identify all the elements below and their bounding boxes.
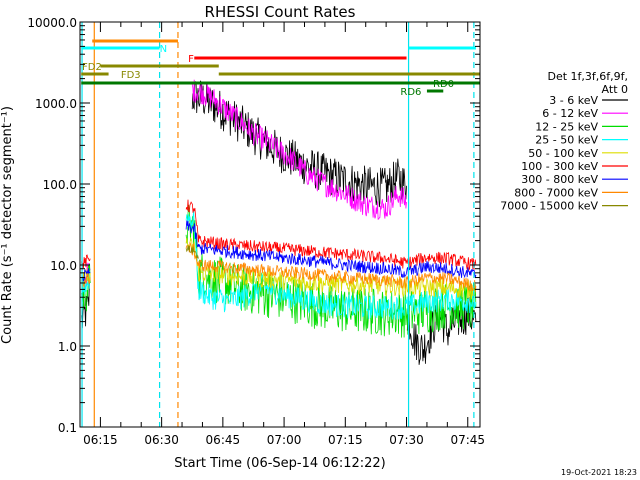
x-tick-label: 07:00 (267, 433, 302, 447)
legend-entry-label: 6 - 12 keV (542, 107, 598, 120)
flag-label: RD6 (400, 87, 421, 98)
legend-entry-label: 800 - 7000 keV (514, 186, 598, 199)
x-tick-label: 06:15 (83, 433, 118, 447)
date-stamp: 19-Oct-2021 18:23 (561, 468, 637, 477)
series-7 (81, 220, 477, 282)
flag-label: FD3 (121, 70, 141, 81)
y-tick-label: 10000.0 (27, 16, 77, 30)
series-8 (81, 241, 477, 292)
flag-label: FD2 (82, 62, 102, 73)
vertical-markers (81, 22, 475, 427)
y-tick-label: 1000.0 (35, 97, 77, 111)
y-axis-label: Count Rate (s⁻¹ detector segment⁻¹) (0, 106, 15, 344)
plot-frame (79, 21, 481, 428)
series-line (185, 209, 477, 320)
x-tick-label: 07:45 (450, 433, 485, 447)
x-tick-label: 06:45 (206, 433, 241, 447)
series-line (191, 79, 407, 220)
y-tick-label: 0.1 (58, 421, 77, 435)
legend-entry-label: 3 - 6 keV (549, 94, 598, 107)
series-9 (185, 245, 199, 259)
flag-label: N (160, 44, 167, 55)
series-line (185, 236, 477, 301)
flag-label: RD0 (433, 79, 454, 90)
x-tick-label: 06:30 (144, 433, 179, 447)
x-tick-label: 07:15 (328, 433, 363, 447)
legend-entry-label: 7000 - 15000 keV (500, 200, 598, 213)
axes: 0.1 1.0 10.0 100.0 1000.0 10000.0 06:15 06:30 06… (27, 16, 485, 447)
plot-area (81, 79, 477, 365)
y-tick-label: 10.0 (50, 259, 77, 273)
series-4 (81, 209, 477, 320)
series-line (81, 273, 91, 295)
x-axis-label: Start Time (06-Sep-14 06:12:22) (174, 456, 385, 471)
series-line (81, 279, 91, 329)
legend-entry-label: 25 - 50 keV (535, 134, 598, 147)
y-tick-label: 1.0 (58, 340, 77, 354)
series-line (185, 241, 477, 292)
series-line (185, 245, 199, 259)
legend-entry-label: 300 - 800 keV (521, 173, 598, 186)
flag-bars: N F FD2 FD3 RD0 RD6 (81, 39, 480, 98)
series-line (185, 199, 477, 272)
y-tick-label: 100.0 (43, 178, 77, 192)
legend-header: Att 0 (602, 83, 628, 96)
legend-entry-label: 50 - 100 keV (528, 147, 598, 160)
series-1 (81, 80, 477, 365)
legend-entry-label: 100 - 300 keV (521, 160, 598, 173)
x-tick-label: 07:30 (389, 433, 424, 447)
series-line (81, 267, 91, 282)
legend-header: Det 1f,3f,6f,9f, (547, 70, 628, 83)
series-line (185, 204, 477, 338)
flag-label: F (188, 54, 194, 65)
legend-entry-label: 12 - 25 keV (535, 120, 598, 133)
series-line (81, 273, 91, 288)
chart-title: RHESSI Count Rates (205, 3, 356, 21)
series-line (191, 80, 407, 208)
series-line (185, 220, 477, 279)
